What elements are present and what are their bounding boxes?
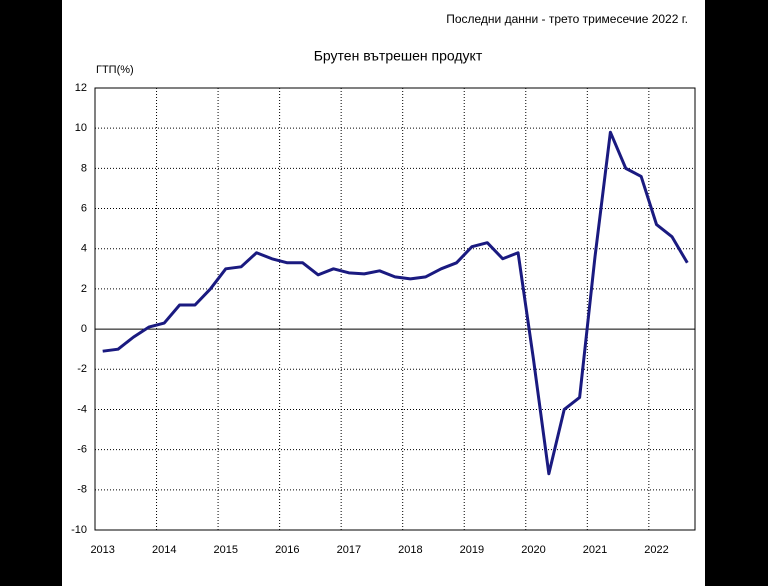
x-tick-label: 2020 — [521, 544, 545, 556]
x-tick-label: 2013 — [90, 544, 114, 556]
y-tick-label: 12 — [75, 82, 87, 94]
y-tick-label: -8 — [77, 484, 87, 496]
x-tick-label: 2015 — [214, 544, 238, 556]
y-tick-label: 4 — [81, 243, 87, 255]
y-tick-label: 8 — [81, 162, 87, 174]
y-tick-label: -2 — [77, 363, 87, 375]
x-tick-label: 2014 — [152, 544, 176, 556]
chart-background — [62, 0, 705, 586]
chart-subtitle: Последни данни - трето тримесечие 2022 г… — [446, 12, 688, 26]
chart-title: Брутен вътрешен продукт — [314, 48, 483, 64]
y-tick-label: -6 — [77, 444, 87, 456]
y-tick-label: -10 — [71, 524, 87, 536]
y-tick-label: 2 — [81, 283, 87, 295]
x-tick-label: 2017 — [337, 544, 361, 556]
x-tick-label: 2021 — [583, 544, 607, 556]
y-axis-label: ГТП(%) — [96, 64, 134, 76]
x-tick-label: 2018 — [398, 544, 422, 556]
data-line — [102, 130, 689, 476]
x-tick-label: 2016 — [275, 544, 299, 556]
y-tick-label: 0 — [81, 323, 87, 335]
y-tick-label: 6 — [81, 202, 87, 214]
y-tick-label: 10 — [75, 122, 87, 134]
x-tick-label: 2019 — [460, 544, 484, 556]
plot-border — [94, 87, 696, 531]
x-tick-label: 2022 — [644, 544, 668, 556]
y-tick-label: -4 — [77, 403, 87, 415]
